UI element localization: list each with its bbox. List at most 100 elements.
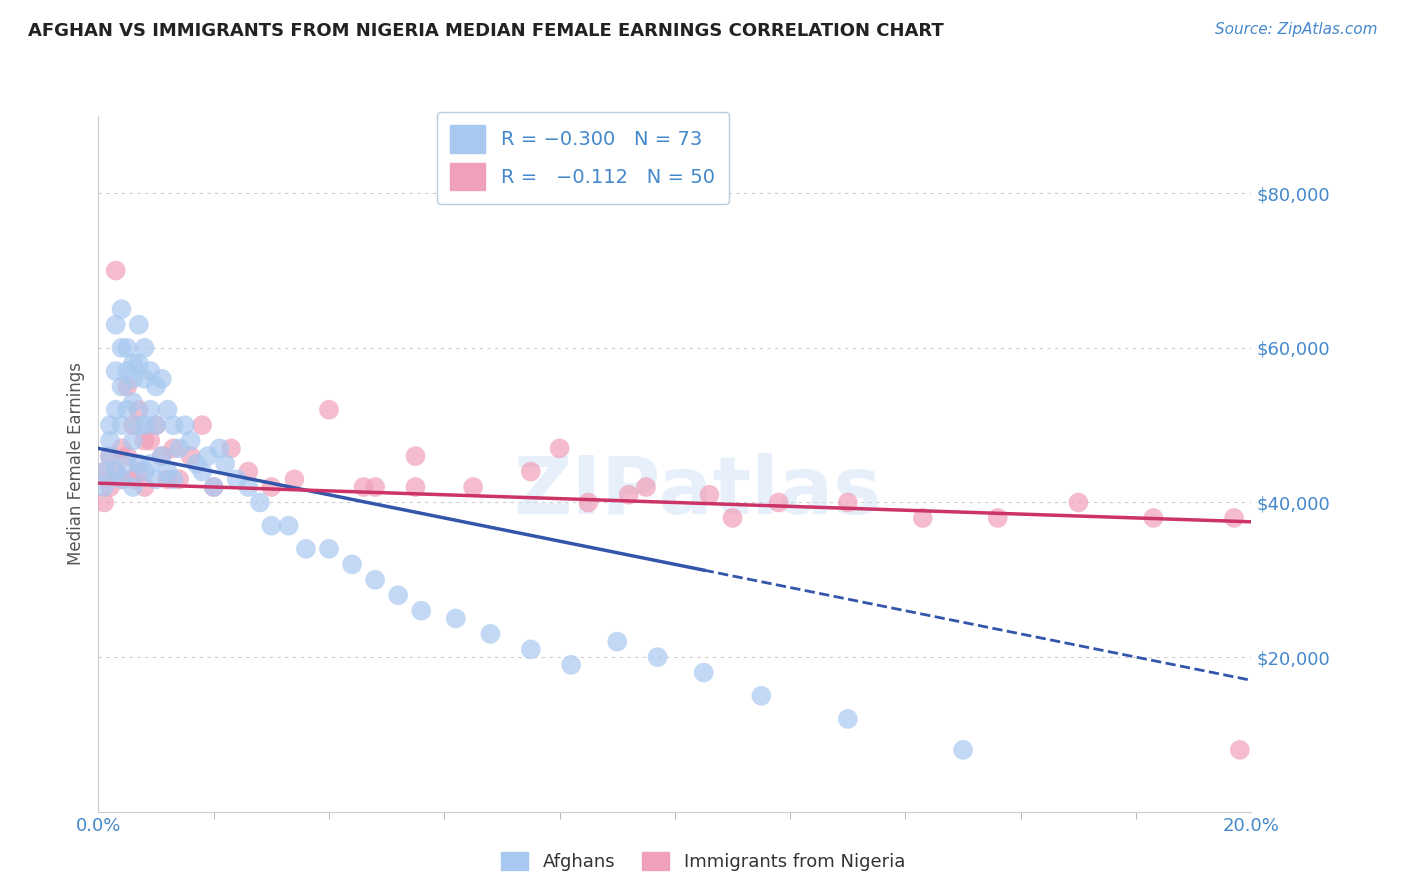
Point [110, 442, 132, 456]
Point [837, 712, 859, 726]
Point [1067, 495, 1090, 509]
Point [180, 449, 202, 463]
Point [444, 611, 467, 625]
Point [461, 480, 484, 494]
Point [721, 511, 744, 525]
Point [104, 318, 127, 332]
Text: AFGHAN VS IMMIGRANTS FROM NIGERIA MEDIAN FEMALE EARNINGS CORRELATION CHART: AFGHAN VS IMMIGRANTS FROM NIGERIA MEDIAN… [28, 22, 943, 40]
Point [117, 449, 139, 463]
Point [122, 480, 145, 494]
Point [139, 457, 162, 471]
Point [987, 511, 1010, 525]
Point [837, 495, 859, 509]
Point [122, 395, 145, 409]
Point [98, 480, 121, 494]
Point [283, 472, 305, 486]
Point [150, 449, 173, 463]
Point [117, 364, 139, 378]
Point [340, 558, 363, 572]
Point [98, 449, 121, 463]
Point [405, 449, 427, 463]
Point [647, 650, 669, 665]
Point [117, 402, 139, 417]
Point [134, 465, 156, 479]
Point [104, 364, 127, 378]
Point [225, 472, 247, 486]
Point [162, 442, 184, 456]
Point [98, 418, 121, 433]
Point [238, 480, 260, 494]
Point [277, 518, 299, 533]
Point [751, 689, 773, 703]
Point [93, 495, 115, 509]
Point [219, 442, 242, 456]
Point [1229, 743, 1251, 757]
Point [260, 480, 283, 494]
Point [1223, 511, 1246, 525]
Point [110, 418, 132, 433]
Point [110, 341, 132, 355]
Point [617, 488, 640, 502]
Point [122, 434, 145, 448]
Point [699, 488, 721, 502]
Point [911, 511, 934, 525]
Point [110, 379, 132, 393]
Point [636, 480, 658, 494]
Point [364, 480, 387, 494]
Point [104, 263, 127, 277]
Point [405, 480, 427, 494]
Point [145, 472, 167, 486]
Point [128, 318, 150, 332]
Point [260, 518, 283, 533]
Point [150, 449, 173, 463]
Point [768, 495, 790, 509]
Point [202, 480, 225, 494]
Point [110, 302, 132, 317]
Point [295, 541, 318, 556]
Point [387, 588, 409, 602]
Point [162, 472, 184, 486]
Point [122, 472, 145, 486]
Point [174, 418, 197, 433]
Point [353, 480, 375, 494]
Point [520, 465, 543, 479]
Point [156, 472, 179, 486]
Point [110, 472, 132, 486]
Point [128, 356, 150, 370]
Point [104, 465, 127, 479]
Point [145, 418, 167, 433]
Point [180, 434, 202, 448]
Point [364, 573, 387, 587]
Point [93, 465, 115, 479]
Point [167, 472, 190, 486]
Point [98, 434, 121, 448]
Point [520, 642, 543, 657]
Point [93, 465, 115, 479]
Point [191, 465, 214, 479]
Point [145, 418, 167, 433]
Point [117, 379, 139, 393]
Point [134, 434, 156, 448]
Point [606, 634, 628, 648]
Point [139, 402, 162, 417]
Point [128, 418, 150, 433]
Point [134, 341, 156, 355]
Text: Source: ZipAtlas.com: Source: ZipAtlas.com [1215, 22, 1378, 37]
Point [202, 480, 225, 494]
Point [191, 418, 214, 433]
Point [214, 457, 236, 471]
Point [104, 402, 127, 417]
Point [139, 434, 162, 448]
Point [167, 442, 190, 456]
Point [104, 465, 127, 479]
Point [117, 341, 139, 355]
Point [548, 442, 571, 456]
Point [186, 457, 208, 471]
Point [150, 372, 173, 386]
Point [411, 604, 433, 618]
Point [128, 402, 150, 417]
Point [128, 465, 150, 479]
Point [122, 372, 145, 386]
Point [318, 402, 340, 417]
Point [238, 465, 260, 479]
